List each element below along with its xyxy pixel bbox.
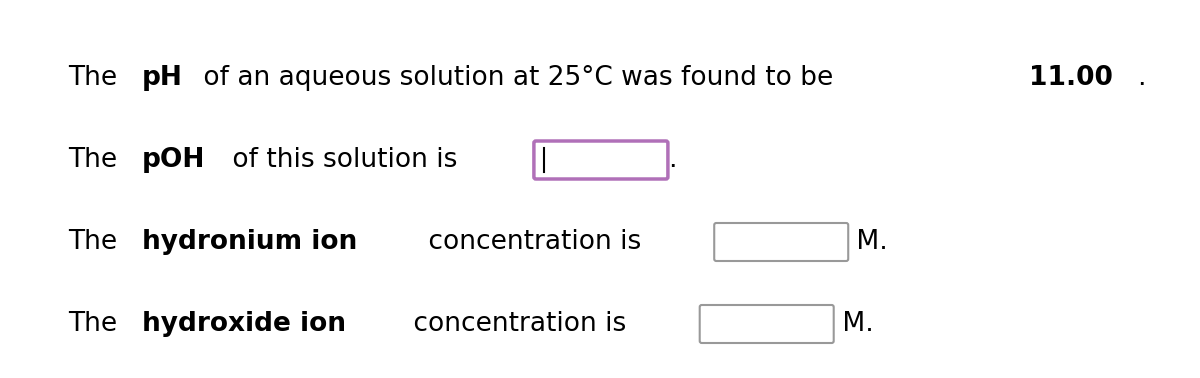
Text: concentration is: concentration is bbox=[420, 229, 649, 255]
Text: of this solution is: of this solution is bbox=[224, 147, 466, 173]
Text: The: The bbox=[68, 311, 126, 337]
Text: pH: pH bbox=[142, 65, 184, 91]
Text: hydroxide ion: hydroxide ion bbox=[142, 311, 346, 337]
Text: hydronium ion: hydronium ion bbox=[142, 229, 358, 255]
Text: pOH: pOH bbox=[142, 147, 205, 173]
Text: M.: M. bbox=[834, 311, 874, 337]
Text: The: The bbox=[68, 65, 126, 91]
Text: .: . bbox=[668, 147, 677, 173]
Text: The: The bbox=[68, 229, 126, 255]
FancyBboxPatch shape bbox=[714, 223, 848, 261]
Text: of an aqueous solution at 25°C was found to be: of an aqueous solution at 25°C was found… bbox=[194, 65, 841, 91]
FancyBboxPatch shape bbox=[534, 141, 668, 179]
Text: The: The bbox=[68, 147, 126, 173]
Text: .: . bbox=[1138, 65, 1146, 91]
Text: M.: M. bbox=[848, 229, 888, 255]
FancyBboxPatch shape bbox=[700, 305, 834, 343]
Text: concentration is: concentration is bbox=[406, 311, 635, 337]
Text: 11.00: 11.00 bbox=[1030, 65, 1114, 91]
